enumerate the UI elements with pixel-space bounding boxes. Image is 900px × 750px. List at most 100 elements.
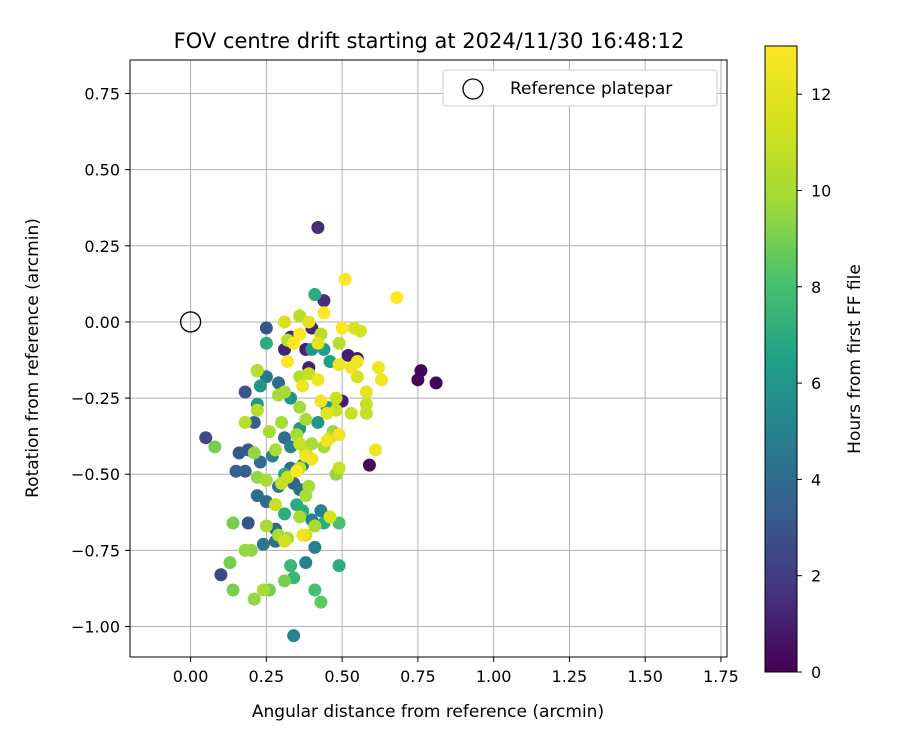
data-point [296, 379, 310, 393]
data-point [226, 516, 240, 530]
data-point [223, 556, 237, 570]
data-point [332, 428, 346, 442]
data-point [311, 221, 325, 235]
data-point [429, 376, 443, 390]
data-point [314, 595, 328, 609]
data-point [247, 415, 261, 429]
data-point [299, 489, 313, 503]
data-point [375, 373, 389, 387]
data-point [359, 406, 373, 420]
data-point [238, 385, 252, 399]
y-tick-label: −1.00 [71, 618, 120, 637]
data-point [359, 385, 373, 399]
data-point [278, 574, 292, 588]
colorbar-tick-label: 2 [811, 567, 821, 586]
legend-reference-marker [462, 78, 484, 100]
colorbar-tick-label: 6 [811, 374, 821, 393]
y-tick-label: −0.25 [71, 389, 120, 408]
data-point [268, 498, 282, 512]
data-point [278, 431, 292, 445]
colorbar-gradient [764, 45, 798, 673]
colorbar-tick-label: 10 [811, 181, 831, 200]
data-point [275, 476, 289, 490]
data-point [311, 336, 325, 350]
data-point [275, 415, 289, 429]
data-point [268, 443, 282, 457]
colorbar-tick-label: 12 [811, 85, 831, 104]
colorbar-label: Hours from first FF file [845, 264, 865, 454]
data-point [353, 324, 367, 338]
y-axis-ticks: 0.75 0.50 0.25 0.00 −0.25 −0.50 −0.75 −1.00 [71, 85, 130, 637]
data-point [247, 592, 261, 606]
data-point [256, 537, 270, 551]
data-point [278, 385, 292, 399]
y-tick-label: 0.75 [84, 85, 120, 104]
data-point [305, 437, 319, 451]
data-point [247, 446, 261, 460]
data-point [208, 440, 222, 454]
x-tick-label: 1.50 [627, 667, 663, 686]
data-point [371, 361, 385, 375]
reference-platepar-marker [179, 311, 202, 333]
data-point [332, 336, 346, 350]
data-point [259, 473, 273, 487]
data-point [362, 458, 376, 472]
data-point [350, 370, 364, 384]
legend: Reference platepar [442, 69, 718, 107]
y-tick-label: 0.50 [84, 161, 120, 180]
data-point [250, 364, 264, 378]
data-point [259, 519, 273, 533]
data-point [293, 400, 307, 414]
x-tick-label: 1.75 [703, 667, 739, 686]
y-tick-label: 0.25 [84, 237, 120, 256]
data-point [287, 629, 301, 643]
data-point [317, 306, 331, 320]
data-point [259, 336, 273, 350]
chart-title: FOV centre drift starting at 2024/11/30 … [174, 29, 685, 53]
data-point [293, 437, 307, 451]
data-point [214, 568, 228, 582]
data-point [253, 379, 267, 393]
data-point [311, 415, 325, 429]
data-point [308, 583, 322, 597]
data-point [250, 403, 264, 417]
data-point [259, 321, 273, 335]
colorbar-tick-label: 0 [811, 663, 821, 682]
data-point [299, 412, 313, 426]
y-tick-label: 0.00 [84, 313, 120, 332]
data-point [290, 464, 304, 478]
data-point [302, 315, 316, 329]
data-point [332, 358, 346, 372]
data-point [262, 425, 276, 439]
data-point [299, 449, 313, 463]
x-tick-label: 0.50 [324, 667, 360, 686]
data-point [320, 406, 334, 420]
data-point [199, 431, 213, 445]
data-point [229, 464, 243, 478]
data-point [323, 510, 337, 524]
data-point [344, 406, 358, 420]
data-point [253, 455, 267, 469]
data-point [256, 583, 270, 597]
data-point [284, 559, 298, 573]
x-tick-label: 1.25 [552, 667, 588, 686]
data-point [368, 443, 382, 457]
data-point [278, 507, 292, 521]
data-point [335, 321, 349, 335]
y-tick-label: −0.50 [71, 465, 120, 484]
x-tick-label: 0.00 [173, 667, 209, 686]
y-axis-label: Rotation from reference (arcmin) [23, 218, 43, 498]
data-point [308, 288, 322, 302]
x-tick-label: 1.00 [476, 667, 512, 686]
data-point [250, 489, 264, 503]
x-tick-label: 0.75 [400, 667, 436, 686]
data-point [332, 559, 346, 573]
reference-marker-layer [179, 311, 202, 333]
data-point [299, 556, 313, 570]
data-point [271, 376, 285, 390]
data-point [238, 464, 252, 478]
legend-box [442, 69, 718, 107]
data-point [350, 355, 364, 369]
data-point [278, 315, 292, 329]
